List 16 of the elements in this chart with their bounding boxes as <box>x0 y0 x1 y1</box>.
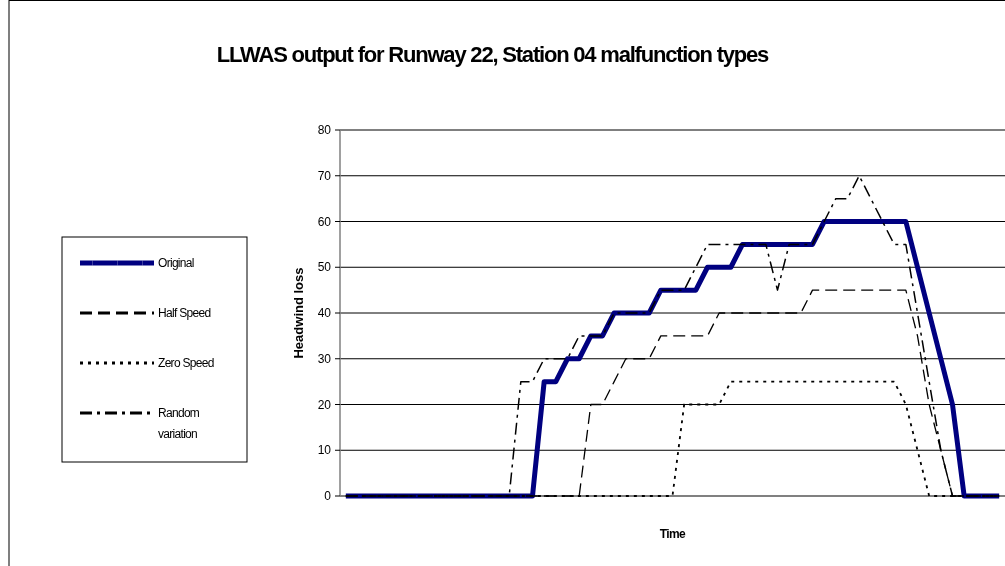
legend-label: Half Speed <box>158 306 211 321</box>
legend-label: Zero Speed <box>158 356 214 371</box>
y-tick-label: 50 <box>317 260 332 275</box>
y-tick-label: 0 <box>324 489 332 504</box>
y-axis-title: Headwind loss <box>291 267 306 359</box>
y-tick-label: 20 <box>317 397 332 412</box>
legend-label: Random variation <box>158 406 200 441</box>
legend-label: Original <box>158 256 194 271</box>
y-tick-label: 30 <box>317 351 332 366</box>
x-axis-title: Time <box>659 527 687 541</box>
y-tick-label: 40 <box>317 306 332 321</box>
chart-title: LLWAS output for Runway 22, Station 04 malfunction types <box>216 42 770 67</box>
y-tick-label: 10 <box>317 443 332 458</box>
y-tick-label: 80 <box>317 123 332 138</box>
y-tick-label: 60 <box>317 214 332 229</box>
y-tick-label: 70 <box>317 168 332 183</box>
